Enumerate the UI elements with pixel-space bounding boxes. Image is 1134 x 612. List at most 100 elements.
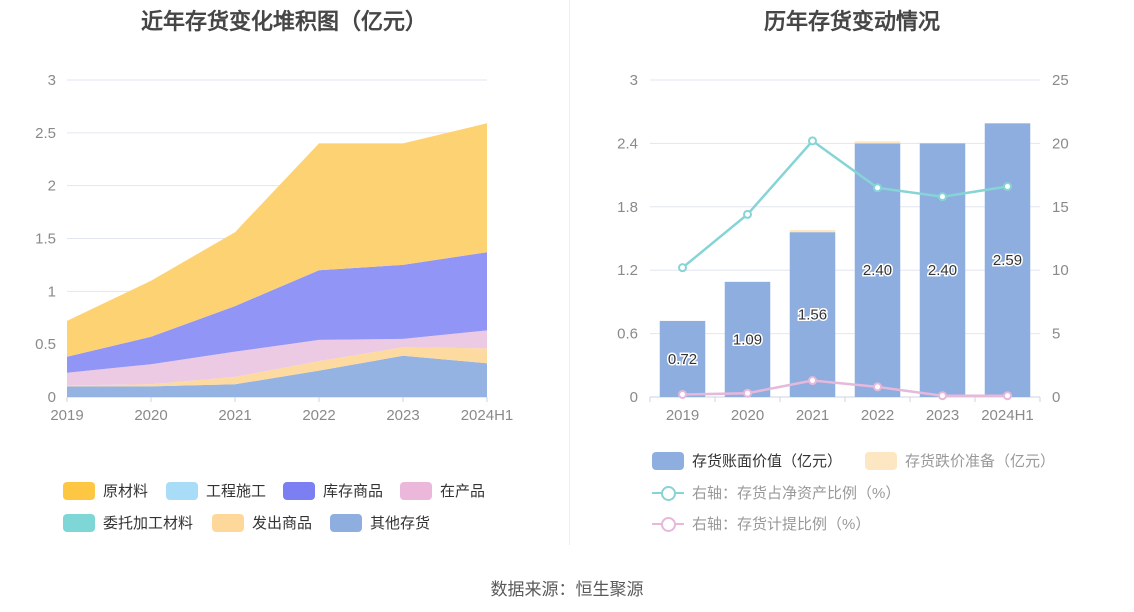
y-left-tick-label: 2.4	[617, 135, 638, 152]
x-tick-label: 2024H1	[981, 407, 1034, 424]
line-point	[1003, 391, 1012, 401]
legend-item[interactable]: 发出商品	[212, 512, 312, 533]
bar-book-value	[984, 123, 1031, 397]
bar-book-value	[724, 281, 771, 397]
legend-label: 存货账面价值（亿元）	[692, 453, 843, 470]
legend-swatch	[212, 513, 244, 532]
data-source-note: 数据来源：恒生聚源	[490, 580, 644, 599]
legend-label: 右轴：存货计提比例（%）	[692, 516, 871, 533]
line-series-0	[681, 139, 1008, 269]
y-tick-label: 3	[48, 72, 56, 89]
x-tick-label: 2021	[796, 407, 829, 424]
legend-swatch	[652, 451, 684, 470]
x-tick-label: 2024H1	[461, 407, 514, 424]
y-right-tick-label: 10	[1052, 262, 1069, 279]
legend-label: 工程施工	[206, 483, 267, 500]
legend-swatch	[652, 515, 684, 533]
line-point	[678, 389, 687, 399]
legend-label: 原材料	[103, 483, 149, 500]
y-tick-label: 0	[48, 389, 56, 406]
legend-swatch	[652, 484, 684, 502]
x-tick-label: 2023	[386, 407, 419, 424]
y-tick-label: 1	[48, 283, 56, 300]
line-point	[1003, 182, 1012, 192]
bar-book-value	[659, 320, 706, 397]
legend-label: 在产品	[440, 483, 486, 500]
legend-swatch	[283, 481, 315, 500]
y-left-tick-label: 1.2	[617, 262, 638, 279]
right-chart-title: 历年存货变动情况	[763, 9, 940, 34]
area-series-4	[67, 252, 487, 373]
legend-item[interactable]: 库存商品	[283, 480, 383, 501]
line-point	[808, 376, 817, 386]
legend-item[interactable]: 右轴：存货占净资产比例（%）	[652, 482, 900, 503]
bar-book-value	[919, 143, 966, 397]
y-left-tick-label: 1.8	[617, 199, 638, 216]
legend-label: 存货跌价准备（亿元）	[905, 453, 1056, 470]
legend-swatch	[63, 481, 95, 500]
area-series-6	[67, 123, 487, 357]
legend-item[interactable]: 右轴：存货计提比例（%）	[652, 513, 870, 534]
legend-label: 右轴：存货占净资产比例（%）	[692, 485, 901, 502]
x-tick-label: 2020	[731, 407, 764, 424]
bar-book-value	[789, 232, 836, 397]
bar-line-chart: 0 0.6 1.2 1.8 2.4 3 0 5 10 15 20 25 2019 2020 2021 2022…	[617, 72, 1069, 424]
bar-data-label: 1.09	[733, 331, 762, 348]
line-point	[743, 388, 752, 398]
bar-impairment-provision	[789, 230, 836, 233]
line-point	[873, 183, 882, 193]
legend-label: 发出商品	[252, 515, 313, 532]
legend-swatch	[330, 513, 362, 532]
area-series-1	[67, 347, 487, 387]
x-tick-label: 2019	[666, 407, 699, 424]
stacked-area-chart-panel: 近年存货变化堆积图（亿元） 0 0.5 1 1.5 2 2.5 3 2019 2020 2021 2…	[0, 0, 568, 560]
area-series-0	[67, 355, 487, 397]
line-point	[873, 382, 882, 392]
legend-label: 其他存货	[370, 515, 431, 532]
y-right-tick-label: 0	[1052, 389, 1060, 406]
bar-data-label: 0.72	[668, 351, 697, 368]
x-tick-label: 2021	[218, 407, 251, 424]
legend-swatch	[865, 451, 897, 470]
left-chart-title: 近年存货变化堆积图（亿元）	[140, 9, 427, 34]
y-left-tick-label: 0	[630, 389, 638, 406]
legend-item[interactable]: 存货跌价准备（亿元）	[865, 450, 1055, 471]
bar-impairment-provision	[854, 141, 901, 144]
bar-data-label: 2.59	[993, 252, 1022, 269]
legend-swatch	[400, 481, 432, 500]
legend-label: 委托加工材料	[103, 515, 194, 532]
stacked-area-chart: 0 0.5 1 1.5 2 2.5 3 2019 2020 2021 2022 2023 2024H1	[35, 72, 514, 424]
bar-line-chart-panel: 历年存货变动情况 0 0.6 1.2 1.8 2.4 3 0 5 10 15 20 25 2019 202…	[570, 0, 1134, 560]
line-point	[808, 136, 817, 146]
legend-swatch	[166, 481, 198, 500]
legend-label: 库存商品	[323, 483, 384, 500]
legend-item[interactable]: 工程施工	[166, 480, 266, 501]
panel-divider	[569, 0, 570, 545]
x-tick-label: 2022	[861, 407, 894, 424]
legend-item[interactable]: 委托加工材料	[63, 512, 193, 533]
legend-item[interactable]: 其他存货	[330, 512, 430, 533]
y-tick-label: 0.5	[35, 336, 56, 353]
y-left-tick-label: 3	[630, 72, 638, 89]
y-right-tick-label: 5	[1052, 326, 1060, 343]
x-tick-label: 2019	[50, 407, 83, 424]
y-tick-label: 2	[48, 178, 56, 195]
y-right-tick-label: 20	[1052, 135, 1069, 152]
y-left-tick-label: 0.6	[617, 326, 638, 343]
legend-item[interactable]: 存货账面价值（亿元）	[652, 450, 842, 471]
x-tick-label: 2022	[302, 407, 335, 424]
legend-item[interactable]: 原材料	[63, 480, 148, 501]
y-right-tick-label: 25	[1052, 72, 1069, 89]
bar-data-label: 2.40	[928, 262, 957, 279]
x-tick-label: 2020	[134, 407, 167, 424]
legend-item[interactable]: 在产品	[400, 480, 485, 501]
y-tick-label: 1.5	[35, 231, 56, 248]
y-tick-label: 2.5	[35, 125, 56, 142]
line-point	[743, 209, 752, 219]
y-right-tick-label: 15	[1052, 199, 1069, 216]
line-series-1	[682, 379, 1008, 397]
legend-swatch	[63, 513, 95, 532]
area-series-3	[67, 330, 487, 386]
x-tick-label: 2023	[926, 407, 959, 424]
line-point	[938, 192, 947, 202]
